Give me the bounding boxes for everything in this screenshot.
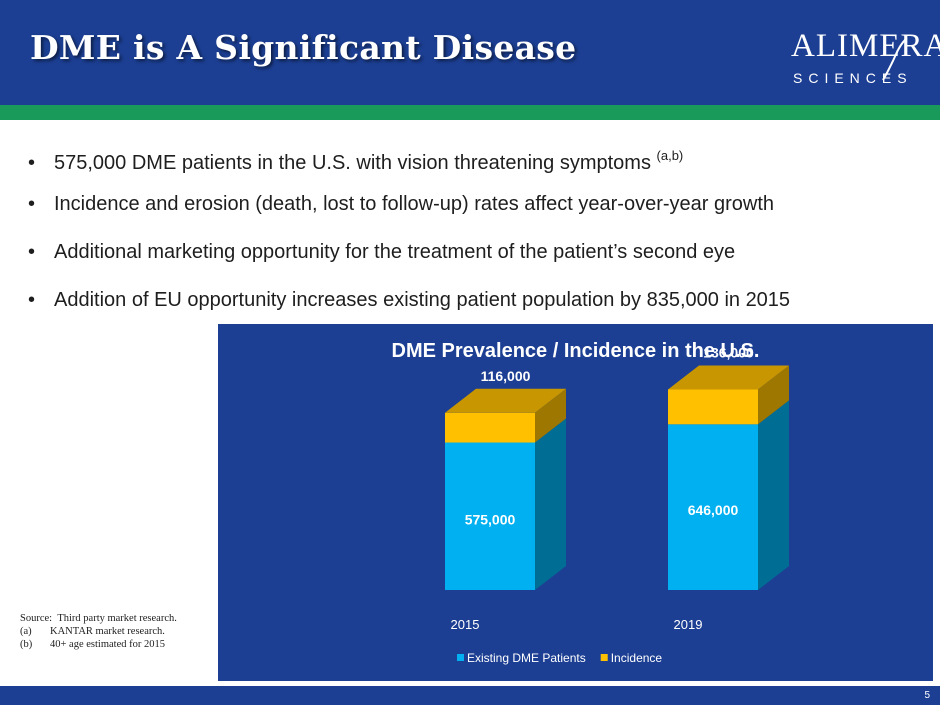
legend-swatch xyxy=(600,654,608,661)
accent-bar xyxy=(0,105,940,120)
bullet-glyph: • xyxy=(28,241,36,263)
source-row: Source: Third party market research. xyxy=(20,612,177,625)
bullet-text: 575,000 DME patients in the U.S. with vi… xyxy=(54,152,657,174)
logo-swoosh-icon xyxy=(882,39,906,81)
source-note: (a) KANTAR market research. xyxy=(20,625,177,638)
logo-wordmark: ALIMERA xyxy=(791,28,940,64)
note-key: (b) xyxy=(20,639,33,650)
bar-side-2015-0 xyxy=(535,418,566,590)
note-key: (a) xyxy=(20,626,32,637)
bullet-glyph: • xyxy=(28,289,36,311)
bullet-text: Incidence and erosion (death, lost to fo… xyxy=(54,193,774,215)
bullet-list: • 575,000 DME patients in the U.S. with v… xyxy=(28,142,928,334)
data-label: 136,000 xyxy=(703,344,754,360)
bullet-item: • Addition of EU opportunity increases ex… xyxy=(28,286,928,334)
slide-title: DME is A Significant Disease xyxy=(30,28,577,67)
source-label: Source: xyxy=(20,613,53,624)
footer-bar: 5 xyxy=(0,686,940,705)
bullet-item: • Additional marketing opportunity for th… xyxy=(28,238,928,286)
legend-label: Existing DME Patients xyxy=(467,651,586,665)
page-number: 5 xyxy=(924,690,930,701)
bullet-text: Addition of EU opportunity increases exi… xyxy=(54,289,791,311)
bullet-glyph: • xyxy=(28,152,36,174)
company-logo: ALIMERA SCIENCES xyxy=(775,22,940,92)
bullet-footnote-ref: (a,b) xyxy=(656,148,684,163)
chart-title: DME Prevalence / Incidence in the U.S. xyxy=(391,340,760,362)
bar-front-2019-1 xyxy=(668,389,758,425)
x-tick-label: 2015 xyxy=(451,617,480,632)
note-text: KANTAR market research. xyxy=(50,626,165,637)
bar-top-2019 xyxy=(668,365,789,390)
logo-subtitle: SCIENCES xyxy=(793,70,913,86)
chart-panel: DME Prevalence / Incidence in the U.S. 5… xyxy=(218,324,933,681)
bullet-item: • 575,000 DME patients in the U.S. with v… xyxy=(28,142,928,190)
bullet-text: Additional marketing opportunity for the… xyxy=(54,241,736,263)
bar-front-2019-0 xyxy=(668,424,758,590)
bar-side-2019-0 xyxy=(758,400,789,590)
x-tick-label: 2019 xyxy=(674,617,703,632)
header-bar xyxy=(0,0,940,105)
bar-side-2015-1 xyxy=(535,388,566,443)
source-notes: Source: Third party market research. (a)… xyxy=(20,612,177,651)
data-label: 116,000 xyxy=(481,368,531,384)
source-text: Third party market research. xyxy=(57,613,177,624)
legend-swatch xyxy=(457,654,464,661)
bar-front-2015-0 xyxy=(445,442,535,590)
data-label: 575,000 xyxy=(465,511,516,527)
bullet-item: • Incidence and erosion (death, lost to f… xyxy=(28,190,928,238)
bar-front-2015-1 xyxy=(445,412,535,443)
legend-label: Incidence xyxy=(611,651,663,665)
bullet-glyph: • xyxy=(28,193,36,215)
note-text: 40+ age estimated for 2015 xyxy=(50,639,165,650)
source-note: (b) 40+ age estimated for 2015 xyxy=(20,638,177,651)
bar-top-2015 xyxy=(445,388,566,413)
data-label: 646,000 xyxy=(688,502,739,518)
bar-side-2019-1 xyxy=(758,365,789,425)
stacked-bar-chart: 575,000 116,000 2015 646,000 136,000 2019 Exis… xyxy=(445,344,789,665)
